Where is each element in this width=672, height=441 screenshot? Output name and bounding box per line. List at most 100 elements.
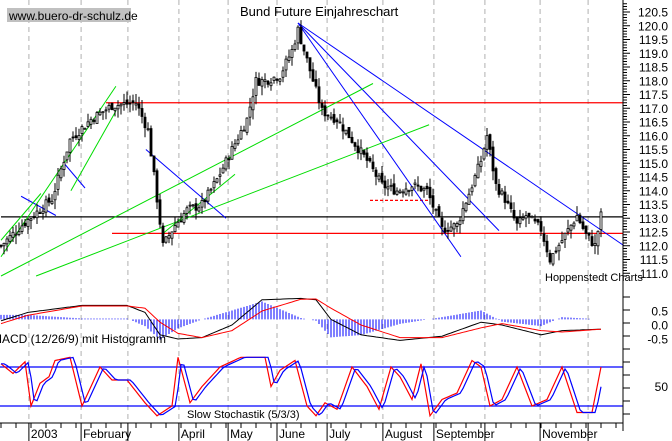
- candle-body: [467, 193, 471, 205]
- candle-body: [530, 216, 534, 219]
- candle-body: [152, 155, 156, 173]
- candle-body: [368, 157, 372, 162]
- candle-body: [188, 204, 192, 207]
- candle-body: [431, 195, 435, 208]
- candle-body: [419, 185, 423, 192]
- candle-body: [275, 78, 279, 81]
- candle-body: [32, 216, 36, 219]
- candle-body: [116, 104, 120, 110]
- candle-body: [56, 174, 60, 190]
- candle-body: [401, 191, 405, 194]
- candle-body: [0, 245, 3, 247]
- candle-body: [317, 86, 321, 104]
- candle-body: [545, 240, 549, 253]
- candle-body: [158, 199, 162, 225]
- candle-body: [200, 200, 204, 208]
- candle-body: [440, 217, 444, 227]
- trend-line: [20, 195, 57, 216]
- candle-body: [50, 200, 54, 205]
- stochastic-label: Slow Stochastik (5/3/3): [187, 409, 300, 421]
- candle-body: [398, 190, 402, 193]
- candle-body: [461, 208, 465, 222]
- candle-body: [26, 219, 30, 228]
- price-tick-label: 111.0: [640, 267, 669, 281]
- candle-body: [359, 147, 363, 155]
- candle-body: [206, 189, 210, 202]
- price-tick-label: 112.0: [639, 239, 668, 253]
- candle-body: [62, 161, 66, 170]
- candle-body: [104, 109, 108, 112]
- candle-body: [254, 76, 258, 96]
- candle-body: [272, 76, 276, 81]
- candle-body: [296, 26, 300, 44]
- candle-body: [581, 221, 585, 229]
- candle-body: [194, 203, 198, 211]
- price-tick-label: 120.5: [638, 6, 668, 20]
- candle-body: [221, 167, 225, 174]
- price-tick-label: 119.5: [639, 33, 668, 47]
- candle-body: [509, 202, 513, 210]
- candle-body: [47, 197, 51, 203]
- candle-body: [569, 224, 573, 231]
- candle-body: [239, 130, 243, 140]
- candle-body: [29, 218, 33, 221]
- candle-body: [326, 114, 330, 117]
- candle-body: [125, 99, 129, 105]
- candle-body: [518, 217, 522, 225]
- macd-signal-line: [0, 298, 602, 339]
- candle-body: [131, 100, 135, 104]
- candle-body: [347, 126, 351, 139]
- candle-body: [596, 230, 600, 247]
- candle-body: [338, 121, 342, 124]
- month-label: June: [279, 427, 305, 441]
- trend-line: [297, 22, 625, 247]
- candle-body: [284, 58, 288, 71]
- candle-body: [590, 236, 594, 246]
- candle-body: [503, 191, 507, 203]
- candle-body: [164, 236, 168, 243]
- candle-body: [20, 225, 24, 232]
- candle-body: [593, 243, 597, 247]
- macd-tick-label: -0.5: [647, 333, 668, 347]
- candle-body: [245, 117, 249, 133]
- price-candles: [0, 20, 603, 267]
- candle-body: [527, 212, 531, 217]
- candle-body: [269, 82, 273, 87]
- price-tick-label: 119.0: [639, 47, 668, 61]
- candle-body: [458, 220, 462, 225]
- candle-body: [224, 157, 228, 170]
- candle-body: [107, 104, 111, 110]
- candle-body: [71, 136, 75, 139]
- candle-body: [539, 221, 543, 232]
- candle-body: [473, 175, 477, 187]
- candle-body: [8, 234, 12, 242]
- candle-body: [515, 217, 519, 224]
- candle-body: [410, 186, 414, 191]
- candle-body: [524, 215, 528, 219]
- month-label: April: [181, 427, 205, 441]
- stoch-tick-label: 50: [655, 380, 669, 394]
- candle-body: [74, 135, 78, 138]
- price-tick-label: 116.5: [639, 116, 668, 130]
- candle-body: [566, 228, 570, 233]
- macd-line: [0, 297, 602, 341]
- trend-line: [70, 110, 117, 191]
- candle-body: [380, 172, 384, 183]
- candle-body: [215, 178, 219, 183]
- candle-body: [227, 158, 231, 161]
- macd-label: MACD (12/26/9) mit Histogramm: [0, 332, 166, 346]
- candle-body: [218, 174, 222, 177]
- trend-line: [297, 22, 462, 258]
- candle-body: [101, 111, 105, 114]
- candle-body: [203, 199, 207, 203]
- candle-body: [248, 106, 252, 118]
- macd-panel: [0, 297, 602, 341]
- candle-body: [170, 231, 174, 239]
- month-label: May: [230, 427, 253, 441]
- price-tick-label: 116.0: [639, 129, 668, 143]
- candle-body: [563, 232, 567, 240]
- stochastic-panel: [0, 356, 623, 418]
- candle-body: [500, 190, 504, 195]
- candle-body: [137, 103, 141, 109]
- candle-body: [470, 187, 474, 193]
